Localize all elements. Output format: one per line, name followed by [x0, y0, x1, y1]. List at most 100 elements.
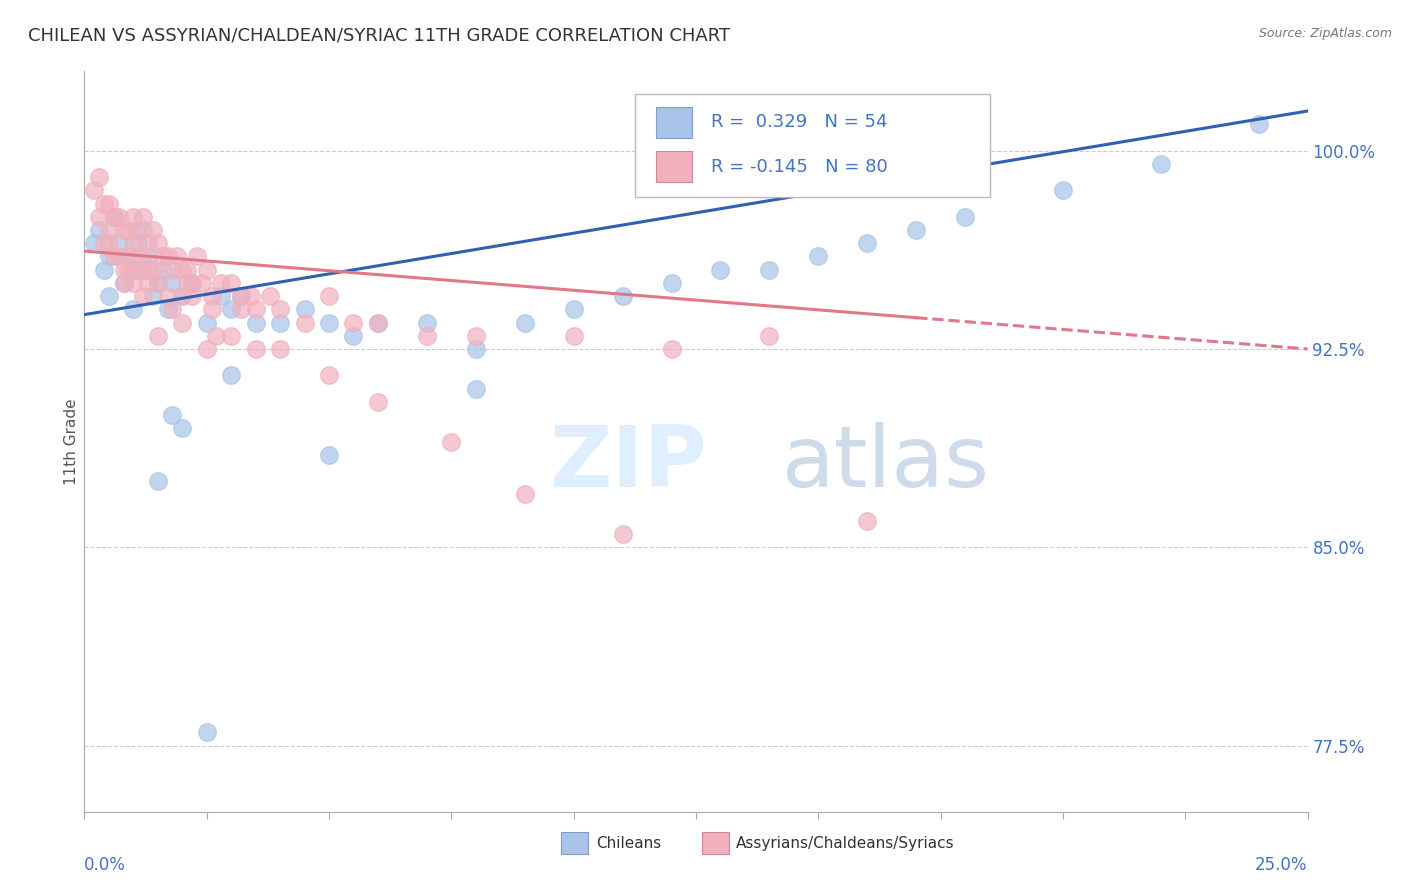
- Point: [152, 250, 174, 264]
- Point: [107, 236, 129, 251]
- Point: [464, 328, 486, 343]
- Point: [136, 250, 159, 264]
- Point: [127, 236, 149, 251]
- Point: [117, 223, 139, 237]
- Point: [758, 262, 780, 277]
- Point: [294, 302, 316, 317]
- Point: [181, 276, 204, 290]
- Point: [83, 236, 105, 251]
- Point: [219, 368, 242, 383]
- Point: [209, 289, 232, 303]
- Point: [294, 316, 316, 330]
- Point: [181, 276, 204, 290]
- Point: [103, 210, 125, 224]
- Point: [318, 368, 340, 383]
- Point: [132, 223, 155, 237]
- Point: [112, 276, 135, 290]
- Point: [97, 236, 120, 251]
- Point: [416, 316, 439, 330]
- Point: [905, 223, 928, 237]
- Point: [200, 302, 222, 317]
- Point: [122, 250, 145, 264]
- Point: [318, 448, 340, 462]
- Point: [367, 395, 389, 409]
- Point: [146, 276, 169, 290]
- FancyBboxPatch shape: [655, 107, 692, 138]
- Point: [259, 289, 281, 303]
- Point: [97, 289, 120, 303]
- Point: [758, 328, 780, 343]
- Point: [953, 210, 976, 224]
- Text: Chileans: Chileans: [596, 836, 661, 851]
- Point: [513, 487, 536, 501]
- FancyBboxPatch shape: [561, 831, 588, 854]
- Point: [117, 262, 139, 277]
- Point: [176, 262, 198, 277]
- Point: [245, 316, 267, 330]
- Point: [709, 262, 731, 277]
- Point: [191, 276, 214, 290]
- Point: [112, 262, 135, 277]
- Point: [1247, 117, 1270, 131]
- Point: [219, 328, 242, 343]
- Point: [172, 316, 194, 330]
- Point: [205, 328, 228, 343]
- Point: [440, 434, 463, 449]
- Point: [132, 289, 155, 303]
- Point: [166, 250, 188, 264]
- Point: [464, 342, 486, 356]
- FancyBboxPatch shape: [636, 94, 990, 197]
- Point: [107, 250, 129, 264]
- Point: [122, 276, 145, 290]
- Point: [1052, 183, 1074, 197]
- Point: [172, 289, 194, 303]
- Point: [219, 302, 242, 317]
- Point: [209, 276, 232, 290]
- Point: [156, 250, 179, 264]
- Text: Source: ZipAtlas.com: Source: ZipAtlas.com: [1258, 27, 1392, 40]
- Point: [807, 250, 830, 264]
- Point: [146, 276, 169, 290]
- Point: [181, 289, 204, 303]
- Text: R = -0.145   N = 80: R = -0.145 N = 80: [710, 158, 887, 176]
- Point: [195, 342, 218, 356]
- Point: [122, 210, 145, 224]
- Point: [318, 289, 340, 303]
- Point: [136, 276, 159, 290]
- Point: [367, 316, 389, 330]
- Point: [156, 289, 179, 303]
- Point: [93, 236, 115, 251]
- Point: [127, 223, 149, 237]
- Point: [245, 342, 267, 356]
- Point: [162, 408, 184, 422]
- Point: [132, 210, 155, 224]
- Point: [229, 302, 252, 317]
- Point: [142, 223, 165, 237]
- FancyBboxPatch shape: [655, 152, 692, 183]
- Point: [97, 196, 120, 211]
- Point: [146, 236, 169, 251]
- Point: [562, 302, 585, 317]
- Point: [1150, 157, 1173, 171]
- Point: [83, 183, 105, 197]
- Point: [156, 302, 179, 317]
- FancyBboxPatch shape: [702, 831, 728, 854]
- Point: [87, 210, 110, 224]
- Point: [87, 170, 110, 185]
- Point: [342, 316, 364, 330]
- Point: [97, 223, 120, 237]
- Point: [562, 328, 585, 343]
- Point: [229, 289, 252, 303]
- Point: [112, 276, 135, 290]
- Point: [93, 262, 115, 277]
- Point: [318, 316, 340, 330]
- Point: [127, 262, 149, 277]
- Point: [117, 250, 139, 264]
- Point: [132, 262, 155, 277]
- Point: [146, 474, 169, 488]
- Point: [122, 236, 145, 251]
- Point: [103, 250, 125, 264]
- Point: [176, 276, 198, 290]
- Point: [172, 289, 194, 303]
- Point: [122, 262, 145, 277]
